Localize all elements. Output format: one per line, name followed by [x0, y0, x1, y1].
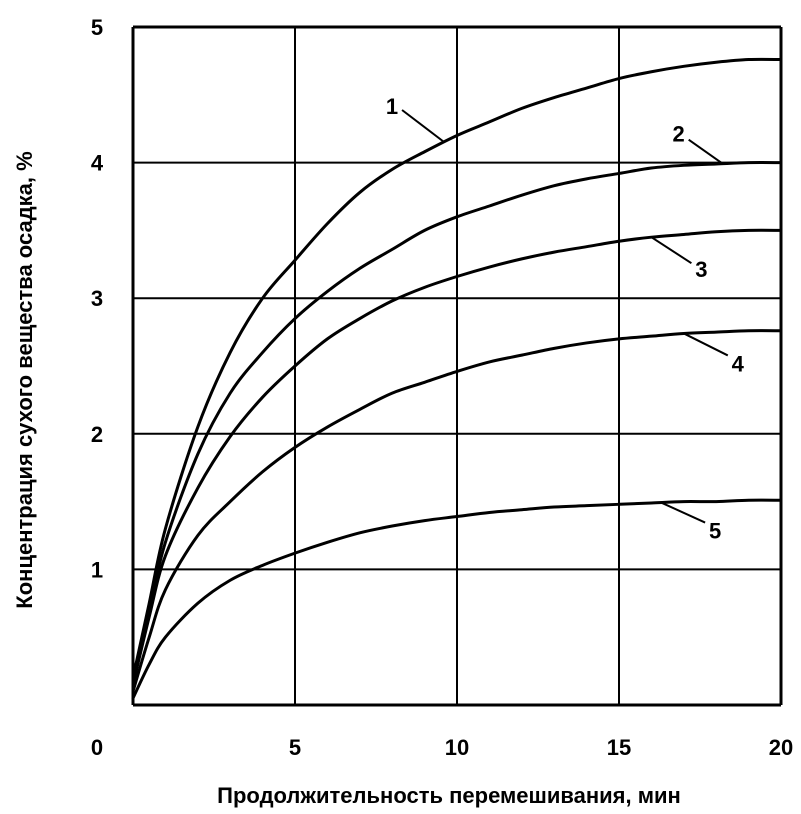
y-tick-label: 4	[91, 151, 104, 176]
y-axis-title: Концентрация сухого вещества осадка, %	[12, 151, 37, 608]
curve-labels: 1 2 3 4 5	[386, 94, 745, 544]
series-line-5	[131, 498, 783, 700]
series-line-3	[131, 228, 783, 687]
leader-line-4	[683, 332, 729, 357]
curve-label-4: 4	[732, 351, 745, 376]
y-tick-label: 2	[91, 422, 103, 447]
x-tick-label: 0	[91, 735, 103, 760]
x-tick-label: 10	[445, 735, 469, 760]
y-tick-label: 3	[91, 286, 103, 311]
x-tick-label: 20	[769, 735, 793, 760]
curves	[131, 57, 783, 700]
leader-line-3	[650, 236, 692, 265]
y-tick-label: 5	[91, 15, 103, 40]
grid	[131, 25, 783, 707]
leader-line-1	[401, 109, 445, 143]
x-axis-title: Продолжительность перемешивания, мин	[217, 783, 681, 808]
series-line-4	[131, 329, 783, 693]
y-tick-label: 1	[91, 557, 103, 582]
x-tick-label: 5	[289, 735, 301, 760]
curve-label-3: 3	[695, 257, 707, 282]
series-line-1	[131, 57, 783, 680]
leader-line-2	[688, 138, 724, 165]
leader-line-5	[660, 501, 706, 524]
x-tick-label: 15	[607, 735, 631, 760]
curve-label-5: 5	[709, 518, 721, 543]
curve-label-1: 1	[386, 94, 398, 119]
series-line-2	[131, 161, 783, 680]
curve-label-2: 2	[673, 121, 685, 146]
